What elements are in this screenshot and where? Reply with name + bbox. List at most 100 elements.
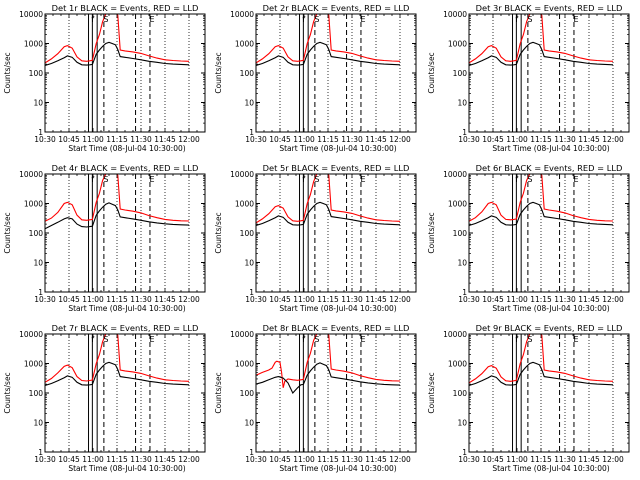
y-tick-label: 10 <box>457 99 467 108</box>
x-tick-label: 10:30 <box>245 135 267 144</box>
x-tick-label: 11:00 <box>506 135 528 144</box>
y-axis-label: Counts/sec <box>3 372 12 413</box>
x-tick-label: 11:45 <box>154 295 176 304</box>
panel-det-7: Det 7r BLACK = Events, RED = LLD f S E 1 10 10… <box>3 323 206 473</box>
series-events-black <box>256 201 401 227</box>
panel-title: Det 5r BLACK = Events, RED = LLD <box>263 163 410 173</box>
x-tick-label: 11:45 <box>365 455 387 464</box>
y-axis-label: Counts/sec <box>427 212 436 253</box>
plot-frame <box>468 13 630 133</box>
marker-label: E <box>360 335 365 344</box>
y-axis-label: Counts/sec <box>427 52 436 93</box>
panel-det-8: Det 8r BLACK = Events, RED = LLD f S E 1 10 10… <box>214 323 417 473</box>
x-tick-label: 11:00 <box>293 295 315 304</box>
panel-title: Det 2r BLACK = Events, RED = LLD <box>263 3 410 13</box>
x-tick-label: 10:30 <box>34 295 56 304</box>
x-tick-label: 11:45 <box>578 135 600 144</box>
x-tick-label: 11:00 <box>293 135 315 144</box>
x-tick-label: 10:45 <box>269 455 291 464</box>
y-axis-label: Counts/sec <box>214 212 223 253</box>
x-tick-label: 11:30 <box>341 455 363 464</box>
x-tick-label: 11:30 <box>130 295 152 304</box>
marker-label: E <box>149 335 154 344</box>
marker-label: f <box>515 15 518 24</box>
x-axis-label: Start Time (08-Jul-04 10:30:00) <box>492 464 609 473</box>
x-axis-label: Start Time (08-Jul-04 10:30:00) <box>279 144 396 153</box>
panel-title: Det 6r BLACK = Events, RED = LLD <box>476 163 623 173</box>
x-tick-label: 11:30 <box>554 455 576 464</box>
x-tick-label: 10:30 <box>458 135 480 144</box>
marker-label: f <box>515 175 518 184</box>
x-tick-label: 11:30 <box>130 135 152 144</box>
x-axis-label: Start Time (08-Jul-04 10:30:00) <box>68 464 185 473</box>
x-tick-label: 11:45 <box>365 135 387 144</box>
series-events-black <box>469 41 614 67</box>
x-tick-label: 12:00 <box>178 135 200 144</box>
y-axis-label: Counts/sec <box>3 212 12 253</box>
x-tick-label: 11:30 <box>554 135 576 144</box>
panel-title: Det 3r BLACK = Events, RED = LLD <box>476 3 623 13</box>
x-tick-label: 11:15 <box>530 455 552 464</box>
marker-label: f <box>91 15 94 24</box>
marker-label: E <box>360 175 365 184</box>
y-tick-label: 100 <box>29 389 44 398</box>
x-tick-label: 11:30 <box>554 295 576 304</box>
x-tick-label: 10:30 <box>34 135 56 144</box>
panel-title: Det 8r BLACK = Events, RED = LLD <box>263 323 410 333</box>
series-events-black <box>469 201 614 227</box>
marker-label: E <box>573 175 578 184</box>
x-tick-label: 10:30 <box>458 295 480 304</box>
y-tick-label: 10000 <box>19 10 43 19</box>
plot-frame <box>255 173 417 293</box>
panel-title: Det 1r BLACK = Events, RED = LLD <box>52 3 199 13</box>
marker-label: S <box>314 175 319 184</box>
y-tick-label: 10000 <box>230 170 254 179</box>
marker-label: f <box>515 335 518 344</box>
x-axis-label: Start Time (08-Jul-04 10:30:00) <box>279 464 396 473</box>
plot-frame <box>255 13 417 133</box>
x-axis-label: Start Time (08-Jul-04 10:30:00) <box>492 304 609 313</box>
marker-label: f <box>302 335 305 344</box>
y-tick-label: 10 <box>244 259 254 268</box>
plot-frame <box>44 173 206 293</box>
y-tick-label: 10000 <box>19 170 43 179</box>
x-tick-label: 11:45 <box>154 455 176 464</box>
x-tick-label: 10:30 <box>245 455 267 464</box>
x-tick-label: 11:15 <box>106 455 128 464</box>
y-tick-label: 100 <box>240 229 255 238</box>
y-tick-label: 1000 <box>448 40 467 49</box>
series-lld-red <box>256 334 401 388</box>
plot-frame <box>44 13 206 133</box>
marker-label: f <box>302 175 305 184</box>
marker-label: E <box>149 175 154 184</box>
series-events-black <box>45 202 190 230</box>
marker-label: S <box>527 335 532 344</box>
x-tick-label: 10:45 <box>269 295 291 304</box>
series-events-black <box>45 41 190 67</box>
marker-label: S <box>314 15 319 24</box>
x-tick-label: 11:00 <box>506 455 528 464</box>
marker-label: S <box>527 175 532 184</box>
y-tick-label: 1 <box>249 448 254 457</box>
y-tick-label: 1 <box>462 288 467 297</box>
x-tick-label: 11:15 <box>317 135 339 144</box>
y-tick-label: 10000 <box>443 10 467 19</box>
series-lld-red <box>469 174 614 222</box>
marker-label: E <box>149 15 154 24</box>
series-events-black <box>256 362 401 394</box>
x-tick-label: 10:30 <box>34 455 56 464</box>
x-tick-label: 11:15 <box>530 295 552 304</box>
plot-frame <box>468 333 630 453</box>
marker-label: E <box>573 335 578 344</box>
panel-title: Det 7r BLACK = Events, RED = LLD <box>52 323 199 333</box>
x-tick-label: 11:00 <box>82 135 104 144</box>
x-tick-label: 10:45 <box>482 135 504 144</box>
series-lld-red <box>256 14 401 64</box>
y-tick-label: 1000 <box>448 360 467 369</box>
plot-frame <box>468 173 630 293</box>
y-tick-label: 100 <box>453 69 468 78</box>
x-axis-label: Start Time (08-Jul-04 10:30:00) <box>279 304 396 313</box>
y-tick-label: 10 <box>244 419 254 428</box>
x-tick-label: 12:00 <box>389 455 411 464</box>
